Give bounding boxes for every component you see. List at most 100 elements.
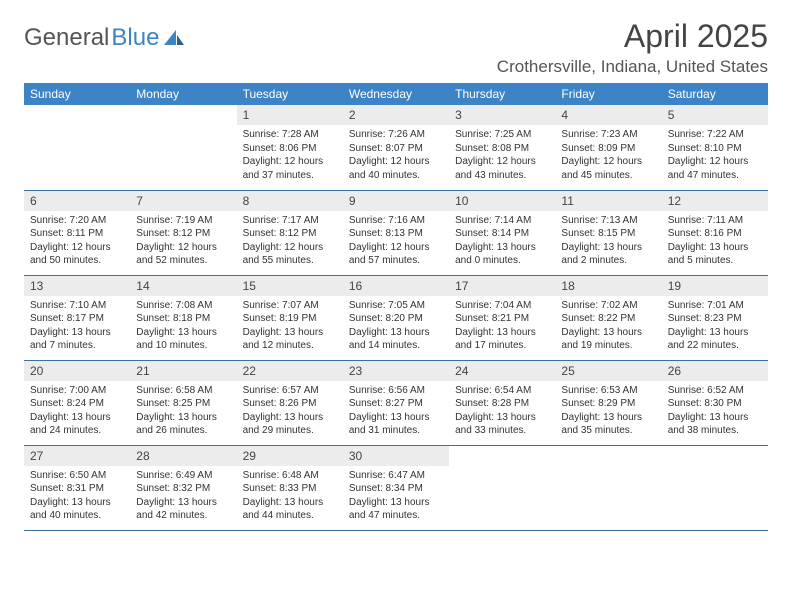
day-cell: 9Sunrise: 7:16 AMSunset: 8:13 PMDaylight… <box>343 190 449 275</box>
sunrise-text: Sunrise: 7:02 AM <box>561 299 655 313</box>
week-row: ..1Sunrise: 7:28 AMSunset: 8:06 PMDaylig… <box>24 105 768 190</box>
weekday-header: Monday <box>130 83 236 105</box>
day-cell: 14Sunrise: 7:08 AMSunset: 8:18 PMDayligh… <box>130 275 236 360</box>
sunset-text: Sunset: 8:21 PM <box>455 312 549 326</box>
sunset-text: Sunset: 8:16 PM <box>668 227 762 241</box>
daylight-text: Daylight: 12 hours and 45 minutes. <box>561 155 655 182</box>
sunrise-text: Sunrise: 6:58 AM <box>136 384 230 398</box>
sunrise-text: Sunrise: 7:01 AM <box>668 299 762 313</box>
day-cell: 6Sunrise: 7:20 AMSunset: 8:11 PMDaylight… <box>24 190 130 275</box>
sunrise-text: Sunrise: 6:57 AM <box>243 384 337 398</box>
day-number: 6 <box>24 191 130 211</box>
daylight-text: Daylight: 13 hours and 2 minutes. <box>561 241 655 268</box>
sunset-text: Sunset: 8:19 PM <box>243 312 337 326</box>
day-number: 2 <box>343 105 449 125</box>
daylight-text: Daylight: 13 hours and 47 minutes. <box>349 496 443 523</box>
day-cell: 3Sunrise: 7:25 AMSunset: 8:08 PMDaylight… <box>449 105 555 190</box>
day-cell: 24Sunrise: 6:54 AMSunset: 8:28 PMDayligh… <box>449 360 555 445</box>
day-cell: 30Sunrise: 6:47 AMSunset: 8:34 PMDayligh… <box>343 445 449 530</box>
sunset-text: Sunset: 8:26 PM <box>243 397 337 411</box>
sunrise-text: Sunrise: 7:25 AM <box>455 128 549 142</box>
day-cell: 10Sunrise: 7:14 AMSunset: 8:14 PMDayligh… <box>449 190 555 275</box>
daylight-text: Daylight: 12 hours and 40 minutes. <box>349 155 443 182</box>
sunset-text: Sunset: 8:15 PM <box>561 227 655 241</box>
sunrise-text: Sunrise: 7:20 AM <box>30 214 124 228</box>
calendar-page: GeneralBlue April 2025 Crothersville, In… <box>0 0 792 549</box>
daylight-text: Daylight: 12 hours and 47 minutes. <box>668 155 762 182</box>
sunrise-text: Sunrise: 6:47 AM <box>349 469 443 483</box>
day-cell: 2Sunrise: 7:26 AMSunset: 8:07 PMDaylight… <box>343 105 449 190</box>
day-cell: 29Sunrise: 6:48 AMSunset: 8:33 PMDayligh… <box>237 445 343 530</box>
day-number: 26 <box>662 361 768 381</box>
day-cell: 21Sunrise: 6:58 AMSunset: 8:25 PMDayligh… <box>130 360 236 445</box>
day-number: 4 <box>555 105 661 125</box>
day-number: 3 <box>449 105 555 125</box>
sunrise-text: Sunrise: 7:14 AM <box>455 214 549 228</box>
sunrise-text: Sunrise: 7:10 AM <box>30 299 124 313</box>
sunrise-text: Sunrise: 7:26 AM <box>349 128 443 142</box>
day-cell: 5 Sunrise: 7:22 AMSunset: 8:10 PMDaylight… <box>662 105 768 190</box>
day-number: 8 <box>237 191 343 211</box>
sunrise-text: Sunrise: 7:28 AM <box>243 128 337 142</box>
daylight-text: Daylight: 13 hours and 14 minutes. <box>349 326 443 353</box>
sunset-text: Sunset: 8:11 PM <box>30 227 124 241</box>
day-cell: 8Sunrise: 7:17 AMSunset: 8:12 PMDaylight… <box>237 190 343 275</box>
sunrise-text: Sunrise: 7:19 AM <box>136 214 230 228</box>
day-number: 12 <box>662 191 768 211</box>
daylight-text: Daylight: 12 hours and 55 minutes. <box>243 241 337 268</box>
day-number: 14 <box>130 276 236 296</box>
sunset-text: Sunset: 8:10 PM <box>668 142 762 156</box>
month-title: April 2025 <box>497 18 768 55</box>
daylight-text: Daylight: 13 hours and 12 minutes. <box>243 326 337 353</box>
day-cell: 17Sunrise: 7:04 AMSunset: 8:21 PMDayligh… <box>449 275 555 360</box>
weekday-header: Sunday <box>24 83 130 105</box>
sunset-text: Sunset: 8:27 PM <box>349 397 443 411</box>
daylight-text: Daylight: 12 hours and 57 minutes. <box>349 241 443 268</box>
day-number: 24 <box>449 361 555 381</box>
day-number: 25 <box>555 361 661 381</box>
sunset-text: Sunset: 8:32 PM <box>136 482 230 496</box>
weekday-header: Saturday <box>662 83 768 105</box>
daylight-text: Daylight: 13 hours and 26 minutes. <box>136 411 230 438</box>
brand-word-1: General <box>24 24 109 52</box>
sunrise-text: Sunrise: 6:52 AM <box>668 384 762 398</box>
sunrise-text: Sunrise: 6:56 AM <box>349 384 443 398</box>
day-number: 17 <box>449 276 555 296</box>
day-cell: 13Sunrise: 7:10 AMSunset: 8:17 PMDayligh… <box>24 275 130 360</box>
daylight-text: Daylight: 13 hours and 42 minutes. <box>136 496 230 523</box>
day-cell: 20Sunrise: 7:00 AMSunset: 8:24 PMDayligh… <box>24 360 130 445</box>
daylight-text: Daylight: 13 hours and 7 minutes. <box>30 326 124 353</box>
week-row: 13Sunrise: 7:10 AMSunset: 8:17 PMDayligh… <box>24 275 768 360</box>
weekday-header: Friday <box>555 83 661 105</box>
day-number: 5 <box>662 105 768 125</box>
sunset-text: Sunset: 8:24 PM <box>30 397 124 411</box>
daylight-text: Daylight: 13 hours and 31 minutes. <box>349 411 443 438</box>
daylight-text: Daylight: 13 hours and 0 minutes. <box>455 241 549 268</box>
day-cell: 4Sunrise: 7:23 AMSunset: 8:09 PMDaylight… <box>555 105 661 190</box>
sunset-text: Sunset: 8:17 PM <box>30 312 124 326</box>
day-cell: 7Sunrise: 7:19 AMSunset: 8:12 PMDaylight… <box>130 190 236 275</box>
day-number: 23 <box>343 361 449 381</box>
day-cell: 26Sunrise: 6:52 AMSunset: 8:30 PMDayligh… <box>662 360 768 445</box>
day-number: 19 <box>662 276 768 296</box>
sunrise-text: Sunrise: 7:23 AM <box>561 128 655 142</box>
sunrise-text: Sunrise: 7:22 AM <box>668 128 762 142</box>
daylight-text: Daylight: 13 hours and 33 minutes. <box>455 411 549 438</box>
daylight-text: Daylight: 12 hours and 37 minutes. <box>243 155 337 182</box>
daylight-text: Daylight: 13 hours and 22 minutes. <box>668 326 762 353</box>
sunrise-text: Sunrise: 7:08 AM <box>136 299 230 313</box>
location-label: Crothersville, Indiana, United States <box>497 57 768 77</box>
week-row: 27Sunrise: 6:50 AMSunset: 8:31 PMDayligh… <box>24 445 768 530</box>
daylight-text: Daylight: 13 hours and 38 minutes. <box>668 411 762 438</box>
day-number: 9 <box>343 191 449 211</box>
day-cell: 18Sunrise: 7:02 AMSunset: 8:22 PMDayligh… <box>555 275 661 360</box>
sunset-text: Sunset: 8:22 PM <box>561 312 655 326</box>
sunset-text: Sunset: 8:14 PM <box>455 227 549 241</box>
weekday-header: Thursday <box>449 83 555 105</box>
header: GeneralBlue April 2025 Crothersville, In… <box>24 18 768 77</box>
day-cell: 1Sunrise: 7:28 AMSunset: 8:06 PMDaylight… <box>237 105 343 190</box>
empty-cell: . <box>555 445 661 530</box>
day-cell: 28Sunrise: 6:49 AMSunset: 8:32 PMDayligh… <box>130 445 236 530</box>
day-cell: 15Sunrise: 7:07 AMSunset: 8:19 PMDayligh… <box>237 275 343 360</box>
empty-cell: . <box>449 445 555 530</box>
